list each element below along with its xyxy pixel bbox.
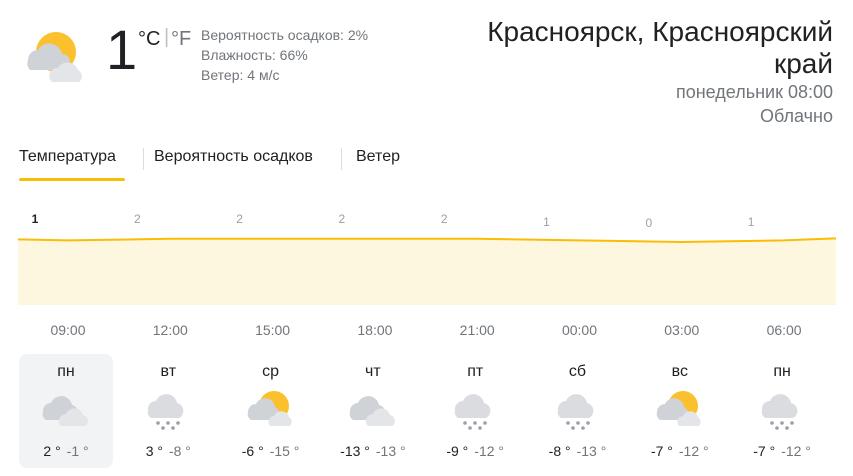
time-label: 12:00 <box>153 322 188 338</box>
day-card-5[interactable]: сб -8 ° -13 ° <box>531 354 625 468</box>
day-name: пн <box>57 363 75 380</box>
temperature-line <box>18 237 836 244</box>
high-temperature: -6 ° <box>241 443 264 459</box>
unit-celsius-button[interactable]: °C <box>138 28 161 50</box>
tab-temperature[interactable]: Температура <box>19 148 116 165</box>
time-label: 03:00 <box>664 322 699 338</box>
time-label: 21:00 <box>460 322 495 338</box>
low-temperature: -12 ° <box>781 443 811 459</box>
low-temperature: -13 ° <box>576 443 607 459</box>
day-name: чт <box>365 363 381 380</box>
location-name-line1: Красноярск, Красноярский <box>487 16 833 47</box>
low-temperature: -15 ° <box>269 443 300 459</box>
day-name: пт <box>467 363 484 380</box>
day-name: вс <box>671 363 688 380</box>
day-card-4[interactable]: пт -9 ° -12 ° <box>428 354 522 468</box>
value-label: 2 <box>441 212 448 226</box>
temperature-area <box>18 238 836 305</box>
value-label: 2 <box>134 212 141 226</box>
location-block: Красноярск, Красноярский край понедельни… <box>413 16 833 128</box>
tab-divider <box>143 148 144 170</box>
day-temperatures: -13 ° -13 ° <box>326 442 420 460</box>
precipitation-chance: Вероятность осадков: 2% <box>201 27 369 43</box>
low-temperature: -8 ° <box>168 443 191 459</box>
day-temperatures: -9 ° -12 ° <box>428 442 522 460</box>
snow-icon <box>551 386 605 430</box>
high-temperature: 2 ° <box>43 443 61 459</box>
day-card-2[interactable]: ср -6 ° -15 ° <box>224 354 318 468</box>
time-label: 18:00 <box>357 322 392 338</box>
unit-separator: | <box>164 26 170 48</box>
partly-cloudy-icon <box>18 26 94 86</box>
day-card-6[interactable]: вс -7 ° -12 ° <box>633 354 727 468</box>
temperature-chart: 1 09:00 2 12:00 2 15:00 2 18:00 2 21:00 1 00:00 0 03:… <box>18 212 836 338</box>
cloudy-icon <box>346 386 400 430</box>
day-temperatures: -7 ° -12 ° <box>735 442 829 460</box>
tab-wind[interactable]: Ветер <box>356 148 400 165</box>
weather-condition: Облачно <box>760 106 833 126</box>
time-label: 00:00 <box>562 322 597 338</box>
low-temperature: -12 ° <box>474 443 505 459</box>
value-label: 0 <box>645 216 652 230</box>
high-temperature: -8 ° <box>548 443 571 459</box>
high-temperature: -7 ° <box>650 443 673 459</box>
active-tab-indicator <box>19 178 125 181</box>
day-temperatures: 2 ° -1 ° <box>19 442 113 460</box>
wind-speed: Ветер: 4 м/с <box>201 67 280 83</box>
date-time: понедельник 08:00 <box>675 82 833 102</box>
day-card-3[interactable]: чт -13 ° -13 ° <box>326 354 420 468</box>
low-temperature: -12 ° <box>678 443 709 459</box>
low-temperature: -13 ° <box>375 443 406 459</box>
snow-icon <box>448 386 502 430</box>
location-name-line2: край <box>773 48 833 79</box>
partly-cloudy-icon <box>244 386 298 430</box>
day-name: ср <box>262 363 280 380</box>
high-temperature: -9 ° <box>446 443 469 459</box>
unit-fahrenheit-button[interactable]: °F <box>171 28 192 50</box>
high-temperature: 3 ° <box>145 443 163 459</box>
day-temperatures: -7 ° -12 ° <box>633 442 727 460</box>
snow-icon <box>141 386 195 430</box>
day-name: вт <box>160 363 177 380</box>
day-temperatures: -8 ° -13 ° <box>531 442 625 460</box>
location-name: Красноярск, Красноярский край <box>413 16 833 80</box>
humidity: Влажность: 66% <box>201 47 308 63</box>
value-label: 2 <box>339 212 346 226</box>
time-label: 06:00 <box>767 322 802 338</box>
day-temperatures: 3 ° -8 ° <box>121 442 215 460</box>
high-temperature: -7 ° <box>753 443 776 459</box>
day-temperatures: -6 ° -15 ° <box>224 442 318 460</box>
cloudy-icon <box>39 386 93 430</box>
snow-icon <box>755 386 809 430</box>
time-label: 09:00 <box>50 322 85 338</box>
value-label: 1 <box>32 212 39 226</box>
day-card-1[interactable]: вт 3 ° -8 ° <box>121 354 215 468</box>
day-card-0[interactable]: пн 2 ° -1 ° <box>19 354 113 468</box>
time-label: 15:00 <box>255 322 290 338</box>
day-name: пн <box>773 363 791 380</box>
value-label: 2 <box>236 212 243 226</box>
day-card-7[interactable]: пн -7 ° -12 ° <box>735 354 829 468</box>
tab-divider <box>341 148 342 170</box>
low-temperature: -1 ° <box>66 443 89 459</box>
partly-cloudy-icon <box>653 386 707 430</box>
value-label: 1 <box>543 215 550 229</box>
day-name: сб <box>568 363 587 380</box>
high-temperature: -13 ° <box>340 443 370 459</box>
tab-precipitation[interactable]: Вероятность осадков <box>154 148 313 165</box>
current-temperature: 1 <box>106 18 138 81</box>
value-label: 1 <box>748 215 755 229</box>
